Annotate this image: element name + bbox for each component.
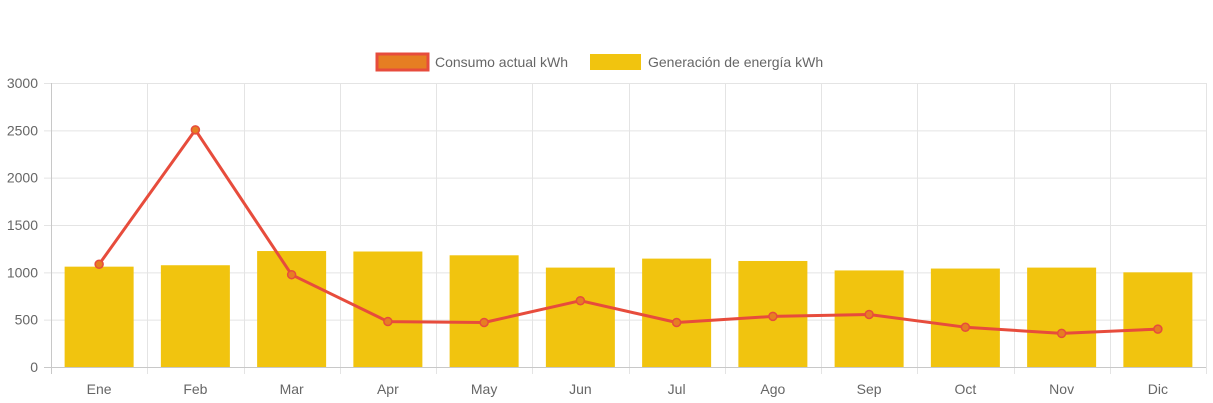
legend-label-generacion: Generación de energía kWh bbox=[648, 54, 823, 70]
point-apr[interactable] bbox=[383, 316, 393, 327]
x-tick-label: Feb bbox=[183, 381, 207, 397]
legend-item-generacion[interactable]: Generación de energía kWh bbox=[590, 54, 823, 70]
line-consumo bbox=[97, 128, 1158, 335]
x-tick-label: Oct bbox=[954, 381, 976, 397]
x-tick-label: Apr bbox=[377, 381, 399, 397]
bar-jul[interactable] bbox=[642, 258, 712, 367]
y-tick-label: 2500 bbox=[7, 122, 38, 138]
bar-ene[interactable] bbox=[64, 266, 134, 367]
legend-item-consumo[interactable]: Consumo actual kWh bbox=[375, 52, 568, 72]
bar-series bbox=[64, 251, 1193, 367]
x-tick-label: Jun bbox=[569, 381, 592, 397]
x-tick-label: Jul bbox=[668, 381, 686, 397]
y-tick-label: 3000 bbox=[7, 75, 38, 91]
legend-swatch-consumo bbox=[375, 52, 430, 72]
y-tick-label: 1500 bbox=[7, 217, 38, 233]
x-tick-label: Mar bbox=[280, 381, 304, 397]
point-ene[interactable] bbox=[94, 259, 104, 270]
x-tick-label: Ago bbox=[760, 381, 785, 397]
axes: 0 500 1000 1500 2000 2500 3000 Ene Feb Mar Apr May J… bbox=[7, 75, 1206, 397]
point-mar[interactable] bbox=[286, 269, 297, 280]
x-tick-label: Sep bbox=[857, 381, 882, 397]
legend: Consumo actual kWh Generación de energía… bbox=[375, 52, 823, 72]
grid bbox=[44, 83, 1207, 374]
point-oct[interactable] bbox=[960, 322, 971, 332]
bar-nov[interactable] bbox=[1027, 267, 1097, 367]
point-dic[interactable] bbox=[1153, 324, 1163, 334]
point-feb[interactable] bbox=[190, 125, 201, 135]
x-tick-label: May bbox=[471, 381, 497, 397]
point-jul[interactable] bbox=[671, 317, 682, 328]
bar-feb[interactable] bbox=[160, 265, 230, 367]
legend-swatch-generacion bbox=[590, 54, 641, 70]
bar-dic[interactable] bbox=[1123, 272, 1193, 367]
bar-mar[interactable] bbox=[257, 251, 327, 367]
legend-label-consumo: Consumo actual kWh bbox=[435, 54, 568, 70]
point-nov[interactable] bbox=[1056, 328, 1067, 339]
point-jun[interactable] bbox=[575, 295, 586, 306]
x-tick-label: Nov bbox=[1049, 381, 1074, 397]
bar-jun[interactable] bbox=[545, 267, 615, 367]
bar-oct[interactable] bbox=[930, 268, 1000, 367]
point-sep[interactable] bbox=[864, 309, 874, 320]
y-tick-label: 0 bbox=[30, 359, 38, 375]
y-tick-label: 2000 bbox=[7, 170, 38, 186]
y-tick-label: 1000 bbox=[7, 264, 38, 280]
line-series bbox=[94, 125, 1163, 339]
point-ago[interactable] bbox=[768, 311, 778, 322]
x-tick-label: Ene bbox=[87, 381, 112, 397]
point-may[interactable] bbox=[479, 317, 489, 328]
y-tick-label: 500 bbox=[15, 312, 39, 328]
x-tick-label: Dic bbox=[1148, 381, 1168, 397]
bar-may[interactable] bbox=[449, 255, 519, 367]
